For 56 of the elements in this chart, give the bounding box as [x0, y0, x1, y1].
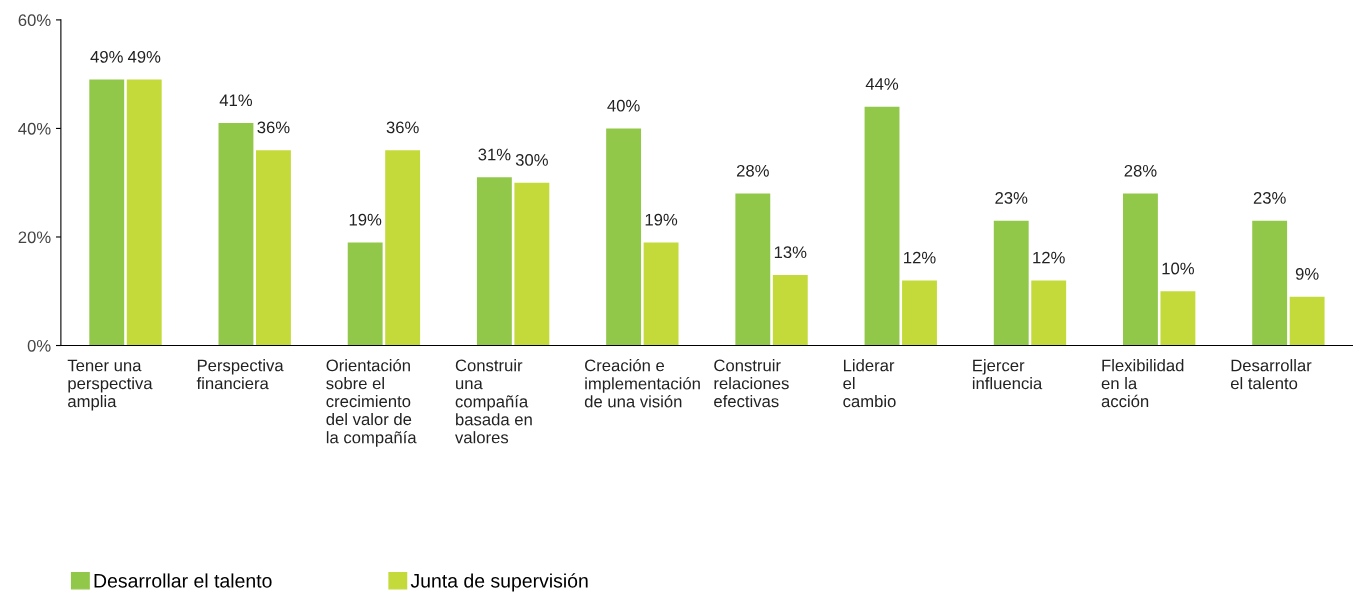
data-label: 49% [90, 50, 123, 63]
bar [255, 150, 291, 346]
bar [864, 106, 900, 346]
y-tick-label: 0% [27, 339, 51, 352]
bar [772, 274, 808, 346]
x-tick-label: Liderar el cambio [843, 359, 896, 408]
bar [735, 193, 771, 346]
y-tick-label: 40% [18, 122, 51, 135]
x-tick-label: Creación e implementación de una visión [584, 358, 700, 408]
data-label: 13% [774, 246, 807, 259]
bar [1252, 220, 1288, 346]
x-tick-label: Construir relaciones efectivas [714, 359, 789, 408]
data-label: 19% [645, 213, 678, 226]
bar [89, 79, 125, 346]
data-label: 36% [257, 121, 290, 134]
x-tick-label: Construir una compañía basada en valores [455, 359, 532, 444]
data-label: 30% [515, 154, 548, 166]
data-label: 36% [386, 121, 419, 134]
bar [606, 128, 642, 346]
data-label: 28% [736, 164, 769, 177]
x-tick-label: Orientación sobre el crecimiento del valor de la compañía [326, 358, 417, 447]
y-tick-label: 20% [18, 231, 51, 244]
data-label: 31% [478, 148, 511, 161]
bar [643, 242, 679, 346]
data-label: 40% [607, 99, 640, 112]
x-tick-label: Tener una perspectiva amplia [67, 359, 153, 411]
bar [1031, 280, 1067, 346]
data-label: 49% [127, 50, 161, 63]
bar [1123, 193, 1158, 346]
bar [902, 280, 937, 346]
x-tick-label: Flexibilidad en la acción [1101, 359, 1184, 408]
data-label: 9% [1295, 268, 1319, 280]
legend-label: Junta de supervisión [410, 573, 588, 592]
bar [126, 79, 162, 346]
legend-label: Desarrollar el talento [94, 573, 272, 588]
bar [476, 177, 512, 346]
data-label: 23% [1253, 192, 1286, 204]
x-tick-label: Ejercer influencia [972, 359, 1043, 390]
bar [385, 150, 421, 346]
bar [218, 123, 254, 346]
bar [993, 220, 1029, 346]
bar [1289, 296, 1325, 346]
data-label: 12% [904, 251, 936, 264]
x-tick-label: Desarrollar el talento [1230, 359, 1312, 390]
bar [347, 242, 383, 346]
bar [514, 182, 550, 346]
data-label: 44% [865, 78, 899, 90]
bar [1160, 291, 1196, 346]
data-label: 23% [995, 192, 1028, 204]
x-tick-label: Perspectiva financiera [196, 359, 284, 390]
data-label: 10% [1162, 262, 1195, 275]
data-label: 41% [219, 94, 253, 107]
y-tick-label: 60% [18, 14, 51, 27]
data-label: 12% [1033, 251, 1065, 264]
data-label: 28% [1124, 164, 1157, 177]
data-label: 19% [349, 213, 382, 226]
